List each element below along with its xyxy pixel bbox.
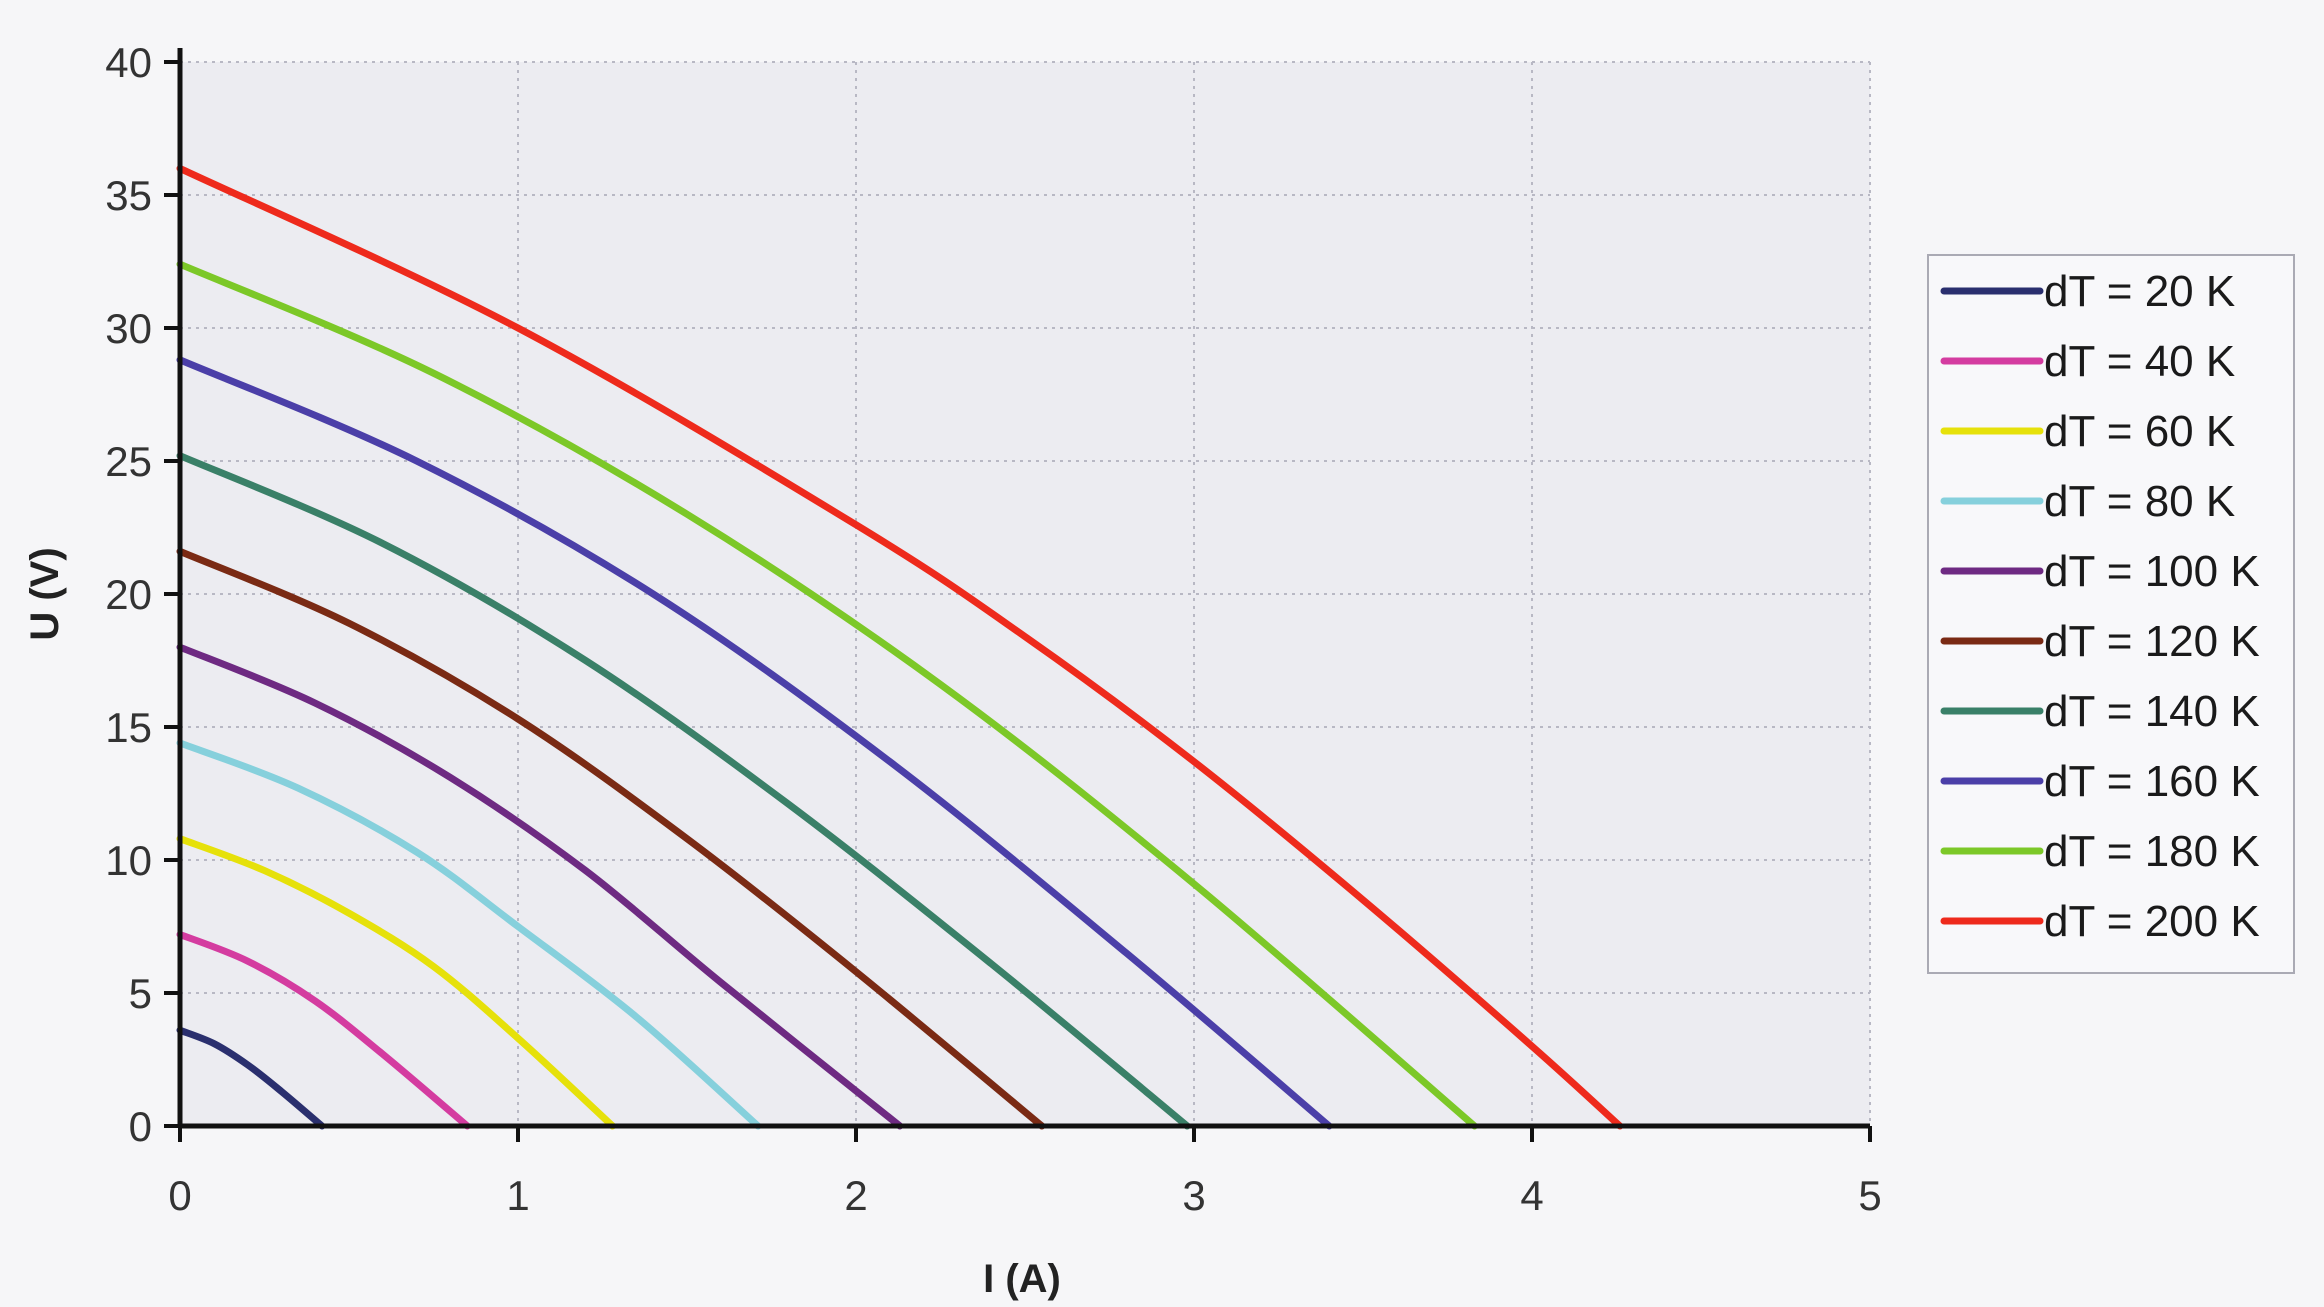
series-line-6 <box>176 452 1191 1130</box>
series-line-9 <box>176 164 1624 1130</box>
axes <box>164 48 1872 1142</box>
series-line-1 <box>176 931 471 1130</box>
y-tick-label: 10 <box>105 837 152 884</box>
legend-label: dT = 40 K <box>2044 337 2235 386</box>
series-line-7 <box>176 356 1333 1130</box>
y-tick-label: 15 <box>105 704 152 751</box>
legend-label: dT = 140 K <box>2044 687 2260 736</box>
legend-label: dT = 120 K <box>2044 617 2260 666</box>
legend-label: dT = 80 K <box>2044 477 2235 526</box>
series-line-4 <box>176 643 904 1130</box>
legend-label: dT = 20 K <box>2044 267 2235 316</box>
series-layer <box>176 164 1624 1130</box>
legend-label: dT = 180 K <box>2044 827 2260 876</box>
y-axis-title: U (V) <box>23 547 67 640</box>
series-line-0 <box>176 1026 326 1130</box>
legend-label: dT = 60 K <box>2044 407 2235 456</box>
grid <box>180 61 1871 1126</box>
x-tick-label: 5 <box>1858 1172 1881 1219</box>
y-tick-label: 30 <box>105 305 152 352</box>
series-line-3 <box>176 739 762 1130</box>
x-axis-title: I (A) <box>983 1257 1061 1301</box>
y-tick-label: 40 <box>105 39 152 86</box>
x-tick-label: 3 <box>1182 1172 1205 1219</box>
y-tick-label: 35 <box>105 172 152 219</box>
x-tick-label: 1 <box>506 1172 529 1219</box>
legend-label: dT = 100 K <box>2044 547 2260 596</box>
y-tick-label: 20 <box>105 571 152 618</box>
series-line-5 <box>176 547 1046 1130</box>
tick-labels: 0 1 2 3 4 5 0 5 10 15 20 25 30 35 40 <box>105 39 1881 1219</box>
series-line-2 <box>176 835 617 1130</box>
x-tick-label: 0 <box>168 1172 191 1219</box>
x-tick-label: 2 <box>844 1172 867 1219</box>
y-tick-label: 25 <box>105 438 152 485</box>
legend-label: dT = 160 K <box>2044 757 2260 806</box>
x-tick-label: 4 <box>1520 1172 1543 1219</box>
legend-label: dT = 200 K <box>2044 897 2260 946</box>
series-line-8 <box>176 260 1478 1130</box>
legend: dT = 20 K dT = 40 K dT = 60 K dT = 80 K dT =… <box>1927 254 2295 974</box>
y-tick-label: 0 <box>129 1103 152 1150</box>
y-tick-label: 5 <box>129 970 152 1017</box>
